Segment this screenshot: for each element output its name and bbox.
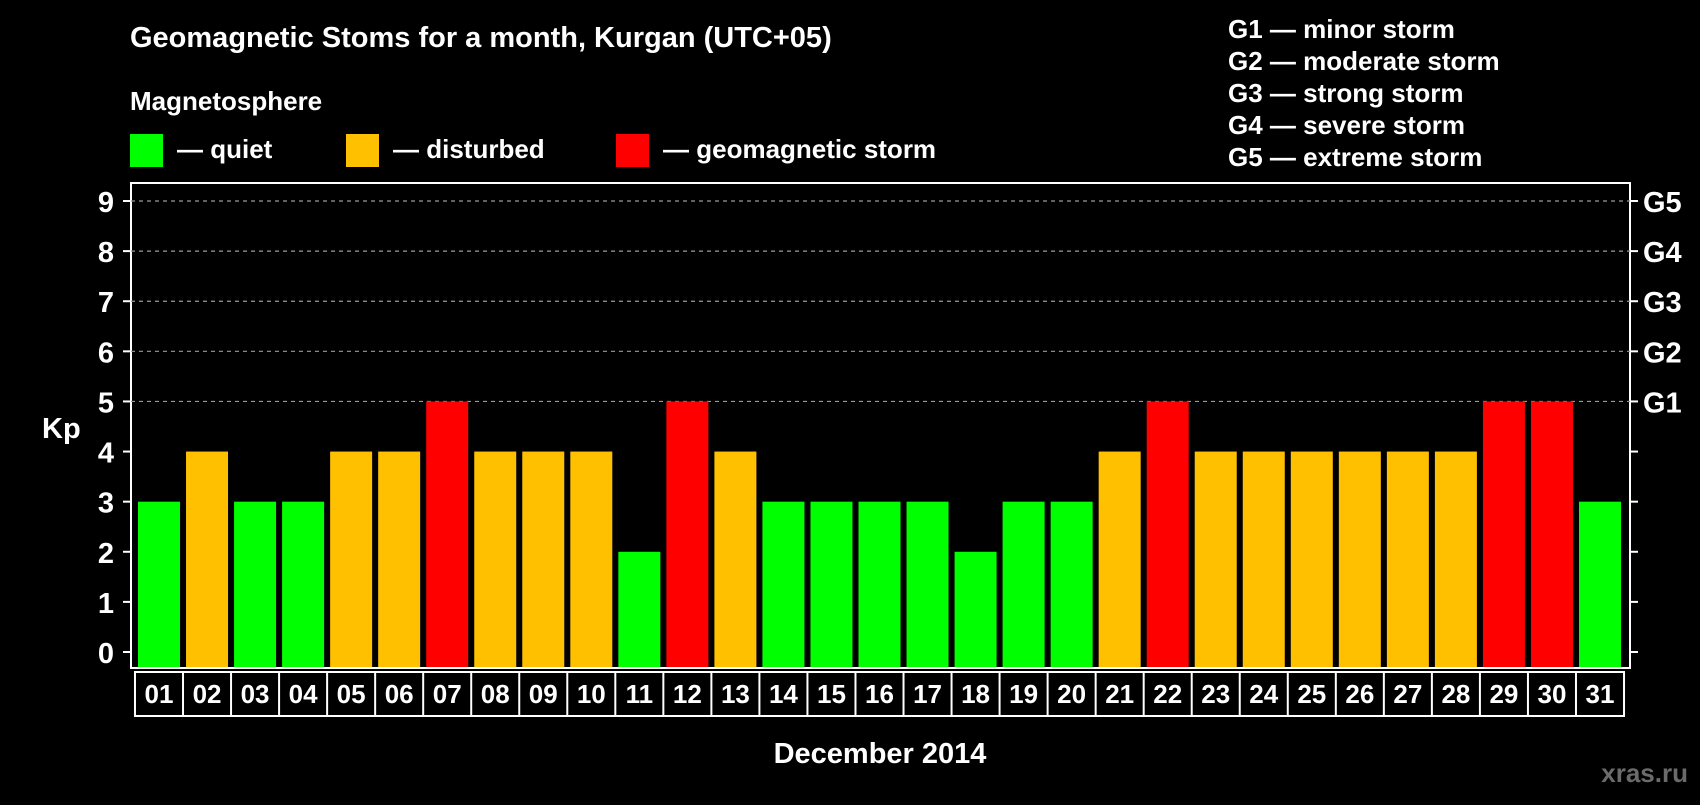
legend-swatch (130, 134, 163, 167)
storm-scale-entry: G5 — extreme storm (1228, 142, 1482, 172)
legend-title: Magnetosphere (130, 86, 322, 116)
kp-bar (762, 501, 805, 667)
date-label: 17 (913, 679, 942, 709)
date-label: 25 (1297, 679, 1326, 709)
y-tick-label: 8 (98, 237, 114, 269)
date-label: 15 (817, 679, 846, 709)
kp-bar (1242, 451, 1285, 667)
date-row-frame (133, 671, 1626, 717)
date-label: 29 (1489, 679, 1518, 709)
storm-scale-entry: G2 — moderate storm (1228, 46, 1500, 76)
date-label: 31 (1586, 679, 1615, 709)
kp-bar (522, 451, 565, 667)
date-label: 09 (529, 679, 558, 709)
y-tick-label: 7 (98, 287, 114, 319)
kp-bar (282, 501, 325, 667)
kp-bar (1194, 451, 1237, 667)
date-label: 28 (1441, 679, 1470, 709)
y-tick-label: 4 (98, 438, 114, 470)
date-label: 30 (1538, 679, 1567, 709)
watermark: xras.ru (1601, 758, 1688, 788)
date-label: 01 (145, 679, 174, 709)
date-label: 13 (721, 679, 750, 709)
kp-bar (906, 501, 949, 667)
y-tick-label: 0 (98, 638, 114, 670)
g-level-label: G5 (1643, 187, 1682, 219)
date-label: 02 (193, 679, 222, 709)
date-label: 03 (241, 679, 270, 709)
kp-bar (138, 501, 180, 667)
legend-swatch (616, 134, 649, 167)
date-label: 05 (337, 679, 366, 709)
kp-bar (426, 401, 469, 667)
g-level-label: G1 (1643, 387, 1682, 419)
date-label: 24 (1249, 679, 1278, 709)
date-label: 26 (1345, 679, 1374, 709)
kp-bar (1434, 451, 1477, 667)
x-axis-title: December 2014 (774, 738, 987, 770)
date-label: 22 (1153, 679, 1182, 709)
kp-bar (1338, 451, 1381, 667)
y-tick-label: 6 (98, 337, 114, 369)
kp-bar (1002, 501, 1045, 667)
kp-bar (378, 451, 421, 667)
y-tick-label: 1 (98, 588, 114, 620)
kp-bar (1579, 501, 1621, 667)
g-level-label: G4 (1643, 237, 1682, 269)
kp-bar (1386, 451, 1429, 667)
chart-title: Geomagnetic Stoms for a month, Kurgan (U… (130, 22, 832, 54)
date-label: 16 (865, 679, 894, 709)
date-label: 11 (626, 679, 654, 709)
kp-bar (954, 551, 997, 667)
kp-bar (810, 501, 853, 667)
storm-scale-entry: G4 — severe storm (1228, 110, 1465, 140)
date-label: 10 (577, 679, 606, 709)
kp-bar (858, 501, 901, 667)
kp-bar (186, 451, 229, 667)
kp-bar (1146, 401, 1189, 667)
date-label: 20 (1057, 679, 1086, 709)
date-label: 12 (673, 679, 702, 709)
kp-bar (570, 451, 613, 667)
kp-bar (1098, 451, 1141, 667)
date-label: 18 (961, 679, 990, 709)
storm-scale-entry: G3 — strong storm (1228, 78, 1463, 108)
legend-label: — disturbed (393, 134, 545, 164)
kp-bar (1050, 501, 1093, 667)
kp-bar (618, 551, 661, 667)
kp-bar (1290, 451, 1333, 667)
date-label: 04 (289, 679, 318, 709)
kp-bar (666, 401, 709, 667)
y-tick-label: 3 (98, 488, 114, 520)
date-label: 07 (433, 679, 462, 709)
date-label: 14 (769, 679, 798, 709)
kp-bar (330, 451, 373, 667)
legend-swatch (346, 134, 379, 167)
kp-bar (234, 501, 277, 667)
date-label: 27 (1393, 679, 1422, 709)
legend-label: — quiet (177, 134, 273, 164)
date-label: 19 (1009, 679, 1038, 709)
kp-bar (1530, 401, 1573, 667)
kp-bar (1482, 401, 1525, 667)
date-label: 08 (481, 679, 510, 709)
kp-bar (714, 451, 757, 667)
legend-label: — geomagnetic storm (663, 134, 936, 164)
y-tick-label: 2 (98, 538, 114, 570)
y-axis-title: Kp (42, 413, 81, 445)
date-label: 23 (1201, 679, 1230, 709)
storm-scale-entry: G1 — minor storm (1228, 14, 1455, 44)
kp-bar (474, 451, 517, 667)
y-tick-label: 5 (98, 387, 114, 419)
y-tick-label: 9 (98, 187, 114, 219)
g-level-label: G2 (1643, 337, 1682, 369)
g-level-label: G3 (1643, 287, 1682, 319)
plot-frame (130, 182, 1631, 669)
date-label: 21 (1105, 679, 1134, 709)
date-label: 06 (385, 679, 414, 709)
